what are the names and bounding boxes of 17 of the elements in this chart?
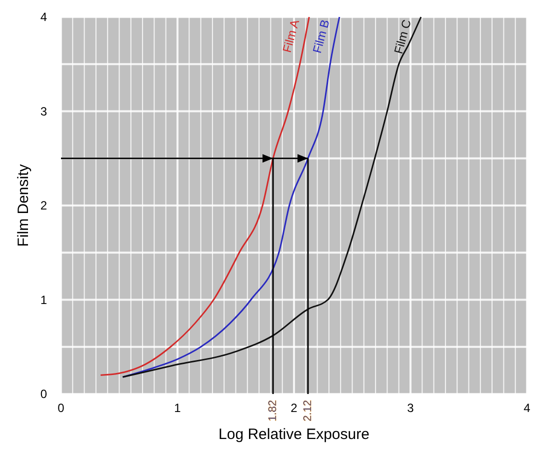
text: Film A [280, 18, 302, 54]
y-tick-label: 1 [40, 292, 48, 307]
y-tick-label: 2 [40, 198, 48, 212]
y-tick-label: 0 [40, 387, 48, 401]
y-tick-label: 4 [40, 10, 48, 24]
x-tick-label: 4 [524, 401, 531, 415]
y-axis-title: Film Density [15, 164, 32, 247]
y-tick-label: 3 [40, 104, 48, 118]
x-tick-label: 0 [58, 401, 65, 415]
text: Film B [310, 18, 332, 55]
ref-line-label: 1.82 [267, 400, 280, 422]
x-tick-label: 2 [290, 401, 298, 415]
x-tick-label: 3 [407, 401, 414, 415]
text: Film C [391, 18, 414, 56]
x-tick-label: 1 [174, 401, 182, 415]
x-axis-title: Log Relative Exposure [218, 426, 370, 443]
ref-line-label: 2.12 [302, 400, 314, 422]
